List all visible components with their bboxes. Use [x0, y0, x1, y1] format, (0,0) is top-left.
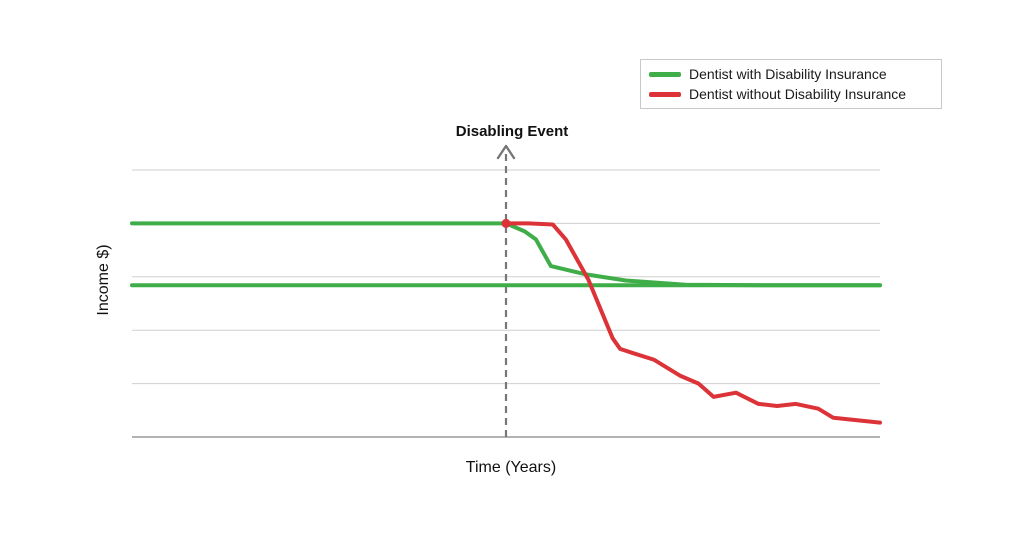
x-axis-label: Time (Years) [466, 459, 556, 476]
legend-swatch-red [649, 91, 681, 97]
legend-item-with-insurance: Dentist with Disability Insurance [649, 64, 887, 84]
legend-item-without-insurance: Dentist without Disability Insurance [649, 84, 906, 104]
legend-label-with-insurance: Dentist with Disability Insurance [689, 66, 887, 82]
event-arrow-head [496, 144, 516, 160]
legend-label-without-insurance: Dentist without Disability Insurance [689, 86, 907, 102]
event-marker [496, 144, 516, 437]
y-axis-label: Income $) [95, 244, 112, 315]
event-start-point [501, 218, 511, 228]
legend-swatch-green [649, 71, 681, 77]
event-annotation: Disabling Event [456, 123, 569, 140]
series-lines [130, 218, 882, 425]
series-line-2 [504, 221, 882, 425]
chart-legend: Dentist with Disability Insurance Dentis… [640, 59, 942, 109]
